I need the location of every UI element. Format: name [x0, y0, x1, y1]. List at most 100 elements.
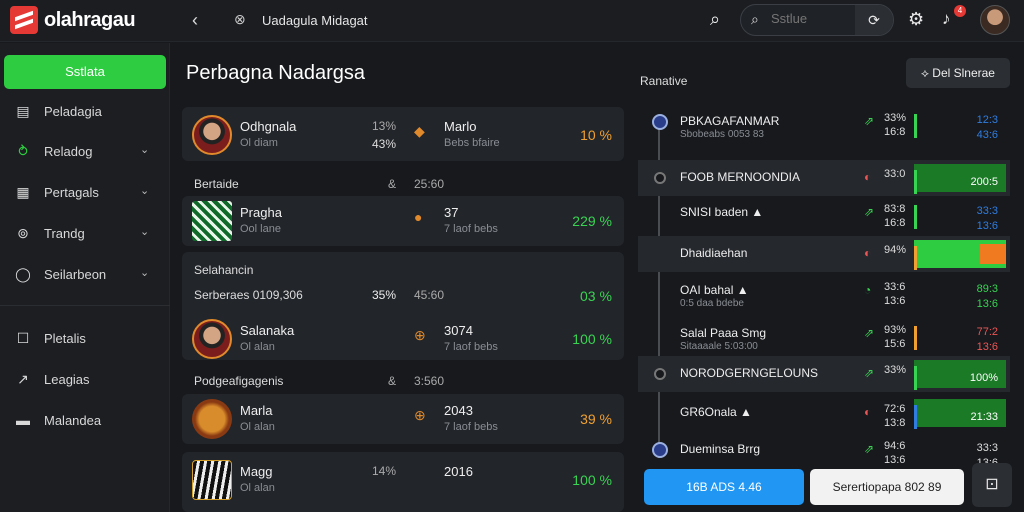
toggle-icon[interactable]: ⟳ [855, 5, 893, 35]
section-mark: & [388, 374, 397, 388]
item-percent: 14% [372, 464, 397, 478]
team-badge-icon [652, 114, 668, 130]
timeline-row[interactable]: NORODGERNGELOUNS ⇗ 33% 100% [638, 356, 1010, 392]
row-name: Dueminsa Brrg [680, 442, 761, 456]
user-icon: ◯ [15, 266, 31, 282]
row-bar: 12:3 43:6 [914, 108, 1006, 141]
gear-icon[interactable]: ⚙ [908, 9, 925, 29]
row-name: Dhaidiaehan [680, 246, 748, 260]
section-title: Selahancin [194, 263, 254, 277]
section-header: Podgeafigagenis & 3:560 [182, 366, 624, 394]
secondary-action-button[interactable]: Serertiopapa 802 89 [810, 469, 964, 505]
item-percent-secondary: 43% [372, 137, 397, 151]
timeline-row[interactable]: Salal Paaa Smg Sitaaaale 5:03:00 ⇗ 93% 15:6 7… [638, 316, 1010, 353]
timeline-row[interactable]: GR6Onala ▲ ◐ 72:6 13:8 21:33 [638, 395, 1010, 431]
avatar[interactable] [980, 5, 1010, 35]
row-value-sub: 16:8 [884, 126, 906, 138]
logo[interactable]: olahragau [10, 6, 136, 34]
flag-icon: ▬ [16, 412, 30, 428]
list-item[interactable]: Odhgnala Ol diam 13% 43% ◆ Marlo Bebs bfaire 10… [182, 107, 624, 163]
primary-action-button[interactable]: 16B ADS 4.46 [644, 469, 804, 505]
sidebar-item-label: Reladog [44, 144, 93, 159]
sidebar-item-label: Leagias [44, 372, 90, 387]
chevron-down-icon: ⌄ [140, 185, 150, 197]
search-icon[interactable]: ⌕ [710, 9, 721, 29]
row-value: 83:8 [884, 203, 906, 215]
item-value-sub: Bebs bfaire [444, 137, 500, 149]
item-name: Odhgnala [240, 119, 297, 134]
back-icon[interactable]: ‹ [192, 10, 198, 30]
highlight-chip [980, 244, 1006, 264]
sidebar-item[interactable]: ◯ Seilarbeon ⌄ [0, 259, 170, 289]
top-bar: olahragau ‹ ⊗ Uadagula Midagat ⌕ ⌕ ⟳ ⚙ ♪… [0, 0, 1024, 42]
sidebar-item[interactable]: ▬ Malandea [0, 405, 170, 435]
timeline-row[interactable]: Dhaidiaehan ◐ 94% 0% [638, 236, 1010, 272]
item-name: Salanaka [240, 323, 295, 338]
search-field[interactable]: ⌕ ⟳ [740, 4, 894, 36]
item-percent: 13% [372, 119, 397, 133]
team-avatar [192, 201, 232, 241]
row-value: 72:6 [884, 403, 906, 415]
row-name: FOOB MERNOONDIA [680, 170, 801, 184]
panel-action-button[interactable]: ⟡ Del Slnerae [906, 58, 1010, 88]
chart-icon: ↗ [17, 371, 29, 387]
summary-row: Serberaes 0109,306 35% 45:60 03 % [182, 280, 624, 308]
bar-value-sub: 13:6 [976, 220, 998, 232]
bar-marker [914, 170, 917, 194]
sidebar-item[interactable]: ⥁ Reladog ⌄ [0, 136, 170, 166]
list-item[interactable]: Salanaka Ol alan ⊕ 3074 7 laof bebs 100 % [182, 311, 624, 367]
bar-value-sub: 13:6 [976, 341, 998, 353]
section-title: Podgeafigagenis [194, 374, 284, 388]
sidebar-item[interactable]: ☐ Pletalis [0, 323, 170, 353]
panel-title: Ranative [640, 74, 688, 88]
row-name: PBKAGAFANMAR [680, 114, 780, 128]
row-card [182, 452, 624, 512]
sidebar-item[interactable]: ↗ Leagias [0, 364, 170, 394]
row-value: 33% [884, 364, 907, 376]
bar-marker [914, 366, 917, 390]
sidebar-item[interactable]: ⊚ Trandg ⌄ [0, 218, 170, 248]
row-sub: Sitaaaale 5:03:00 [680, 341, 758, 352]
section-value: 25:60 [414, 177, 445, 191]
timeline-line [658, 118, 660, 458]
item-subtitle: Ol diam [240, 137, 278, 149]
section-title: Bertaide [194, 177, 239, 191]
summary-value: 45:60 [414, 288, 445, 302]
item-subtitle: Ol alan [240, 482, 275, 494]
item-value-sub: 7 laof bebs [444, 421, 498, 433]
list-item[interactable]: Magg Ol alan 14% 2016 100 % [182, 452, 624, 508]
sidebar-item[interactable]: ▤ Peladagia [0, 96, 170, 126]
list-item[interactable]: Pragha Ool lane ● 37 7 laof bebs 229 % [182, 193, 624, 249]
sidebar-item-label: Trandg [44, 226, 85, 241]
team-avatar [192, 115, 232, 155]
row-card [182, 252, 624, 360]
timeline-row[interactable]: FOOB MERNOONDIA ◐ 33:0 200:5 [638, 160, 1010, 196]
row-value: 93% [884, 324, 907, 336]
breadcrumb: Uadagula Midagat [262, 13, 368, 28]
team-badge-icon [652, 442, 668, 458]
timeline-row[interactable]: SNISI baden ▲ ⇗ 83:8 16:8 33:3 13:6 [638, 195, 1010, 232]
bar-value-sub: 43:6 [976, 129, 998, 141]
list-item[interactable]: Marla Ol alan ⊕ 2043 7 laof bebs 39 % [182, 391, 624, 447]
trend-icon: ⇗ [864, 205, 875, 219]
timeline-row[interactable]: PBKAGAFANMAR Sbobeabs 0053 83 ⇗ 33% 16:8 12:3… [638, 104, 1010, 141]
row-name: NORODGERNGELOUNS [680, 366, 819, 380]
item-subtitle: Ool lane [240, 223, 281, 235]
logo-icon [10, 6, 38, 34]
item-name: Pragha [240, 205, 282, 220]
trend-icon: ◐ [864, 246, 872, 260]
row-bar: 21:33 [914, 399, 1006, 429]
timeline-row[interactable]: Dueminsa Brrg ⇗ 94:6 13:6 33:313:6 [638, 432, 1010, 469]
timeline-row[interactable]: OAI bahal ▲ 0:5 daa bdebe ◔ 33:6 13:6 89:3 13:… [638, 273, 1010, 310]
item-subtitle: Ol alan [240, 341, 275, 353]
section-header: Selahancin [182, 255, 624, 283]
expand-icon[interactable]: ⊡ [972, 463, 1012, 507]
bell-icon[interactable]: ♪ 4 [942, 5, 966, 29]
sidebar-item[interactable]: ▦ Pertagals ⌄ [0, 177, 170, 207]
row-card [182, 394, 624, 444]
row-name: GR6Onala ▲ [680, 405, 752, 419]
item-value: Marlo [444, 119, 477, 134]
search-input[interactable] [771, 11, 851, 26]
primary-cta-button[interactable]: Sstlata [4, 55, 166, 89]
notification-badge: 4 [954, 5, 966, 17]
